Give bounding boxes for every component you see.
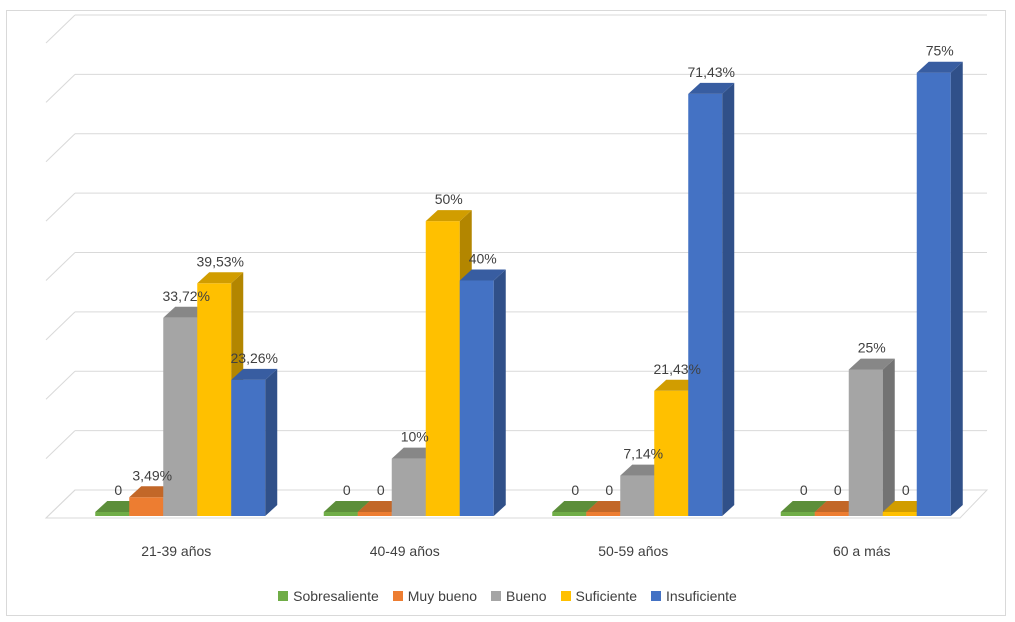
bar-side: [265, 368, 278, 516]
bar: [323, 512, 358, 516]
bar: [688, 93, 723, 517]
gridline-depth: [45, 133, 76, 163]
data-label: 0: [902, 482, 910, 498]
legend-label: Suficiente: [575, 588, 638, 604]
data-label: 0: [343, 482, 351, 498]
data-label: 75%: [926, 43, 954, 59]
bar: [586, 512, 621, 516]
bar: [425, 221, 460, 516]
bar-side: [493, 269, 506, 516]
bar-top: [231, 368, 278, 380]
chart-floor: [44, 489, 989, 519]
data-label: 10%: [401, 429, 429, 445]
category-axis: 21-39 años 40-49 años 50-59 años 60 a más: [141, 543, 890, 559]
legend-item-bueno: Bueno: [491, 588, 547, 604]
gridline-depth: [45, 14, 76, 44]
bar-layer: [95, 61, 963, 517]
legend-swatch: [491, 591, 502, 601]
gridline-depth: [45, 430, 76, 459]
bar-top: [459, 269, 506, 281]
bar: [654, 390, 689, 516]
data-label: 21,43%: [654, 361, 701, 377]
bar: [916, 72, 951, 516]
bar: [129, 497, 164, 516]
bar-top: [552, 501, 599, 512]
legend-item-sobresaliente: Sobresaliente: [278, 588, 379, 604]
data-label: 40%: [469, 251, 497, 267]
legend-label: Sobresaliente: [293, 588, 379, 604]
legend-swatch: [560, 591, 571, 601]
bar-top: [425, 210, 472, 222]
bar: [814, 512, 849, 516]
category-label: 60 a más: [833, 543, 891, 559]
legend: Sobresaliente Muy bueno Bueno Suficiente…: [0, 588, 1015, 604]
data-label: 39,53%: [197, 253, 244, 269]
category-label: 40-49 años: [370, 543, 440, 559]
gridline-depth: [45, 311, 76, 341]
bar: [459, 280, 494, 516]
bar-top: [780, 501, 827, 512]
bar: [882, 512, 917, 516]
data-label: 71,43%: [688, 64, 735, 80]
legend-swatch: [278, 591, 289, 601]
data-label: 0: [800, 482, 808, 498]
legend-item-suficiente: Suficiente: [560, 588, 638, 604]
data-label: 0: [605, 482, 613, 498]
bar: [197, 283, 232, 516]
data-label: 25%: [858, 340, 886, 356]
gridline-depth: [45, 192, 76, 222]
data-label: 3,49%: [132, 467, 172, 483]
data-label: 0: [114, 482, 122, 498]
bar-top: [916, 61, 963, 73]
legend-item-muy-bueno: Muy bueno: [392, 588, 478, 604]
gridline-depth: [45, 74, 76, 103]
legend-label: Bueno: [506, 588, 547, 604]
bar: [848, 369, 883, 516]
legend-label: Muy bueno: [407, 588, 478, 604]
category-label: 21-39 años: [141, 543, 211, 559]
data-label: 50%: [435, 191, 463, 207]
bar-top: [323, 501, 370, 512]
bar: [620, 475, 655, 516]
category-label: 50-59 años: [598, 543, 668, 559]
data-label: 33,72%: [163, 288, 210, 304]
bar: [391, 458, 426, 516]
legend-label: Insuficiente: [666, 588, 737, 604]
legend-swatch: [651, 591, 662, 601]
legend-swatch: [392, 591, 403, 601]
bar: [357, 512, 392, 516]
bar-side: [882, 358, 895, 516]
data-label: 23,26%: [231, 350, 278, 366]
label-layer: 0 3,49% 33,72% 39,53% 23,26% 0 0 10% 50% 40% 0 0 7,1…: [114, 43, 953, 498]
bar: [552, 512, 587, 516]
data-label: 0: [834, 482, 842, 498]
bar-top: [688, 82, 735, 94]
gridline-depth: [45, 370, 76, 400]
legend-item-insuficiente: Insuficiente: [651, 588, 737, 604]
bar-side: [950, 61, 963, 516]
data-label: 7,14%: [623, 446, 663, 462]
bar-side: [722, 82, 735, 517]
bar: [95, 512, 130, 516]
bar-top: [848, 358, 895, 370]
bar: [780, 512, 815, 516]
bar: [231, 379, 266, 516]
data-label: 0: [377, 482, 385, 498]
bar: [163, 317, 198, 516]
bar-top: [197, 272, 244, 284]
data-label: 0: [571, 482, 579, 498]
gridline-depth: [45, 252, 76, 281]
